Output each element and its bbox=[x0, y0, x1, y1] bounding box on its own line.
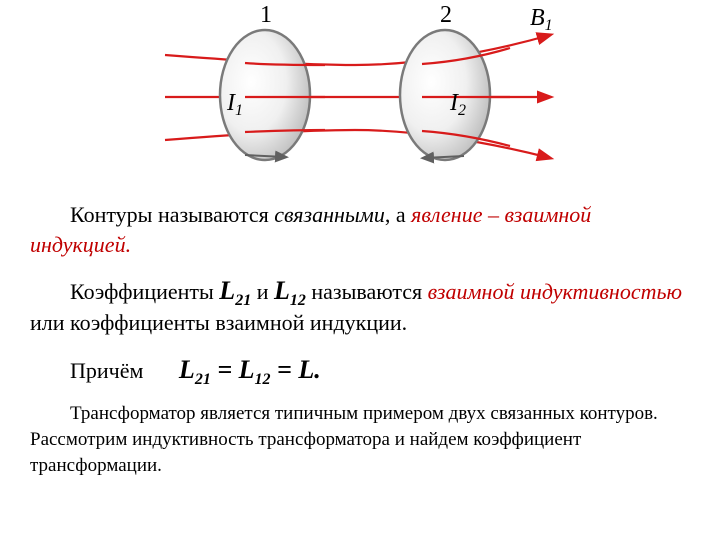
page-root: 1 2 B1 I1 I2 Контуры называются связанны… bbox=[0, 0, 720, 540]
p1-plain-a: Контуры называются bbox=[70, 202, 274, 227]
p3-eq: L21 = L12 = L. bbox=[179, 355, 321, 384]
paragraph-3: Причём L21 = L12 = L. bbox=[30, 352, 690, 387]
p2-plain-b: и bbox=[251, 279, 274, 304]
figure-svg: 1 2 B1 I1 I2 bbox=[150, 0, 570, 180]
paragraph-1: Контуры называются связанными, а явление… bbox=[30, 200, 690, 259]
loop-2 bbox=[400, 30, 490, 160]
p1-plain-c: , а bbox=[385, 202, 411, 227]
p2-plain-a: Коэффициенты bbox=[70, 279, 219, 304]
body-text: Контуры называются связанными, а явление… bbox=[30, 200, 690, 492]
loop-2-number: 2 bbox=[440, 2, 452, 28]
b-field-label: B1 bbox=[530, 5, 553, 34]
p2-L21: L21 bbox=[219, 276, 251, 305]
p1-italic: связанными bbox=[274, 202, 385, 227]
p2-plain-e: или коэффициенты взаимной индукции. bbox=[30, 310, 407, 335]
p2-plain-c: называются bbox=[306, 279, 428, 304]
p2-L12: L12 bbox=[274, 276, 306, 305]
paragraph-4: Трансформатор является типичным примером… bbox=[30, 401, 690, 478]
paragraph-2: Коэффициенты L21 и L12 называются взаимн… bbox=[30, 273, 690, 338]
p3-plain: Причём bbox=[70, 358, 149, 383]
loop-1-number: 1 bbox=[260, 2, 272, 28]
p2-keyword: взаимной индуктивностью bbox=[428, 279, 682, 304]
mutual-induction-figure: 1 2 B1 I1 I2 bbox=[150, 0, 570, 180]
